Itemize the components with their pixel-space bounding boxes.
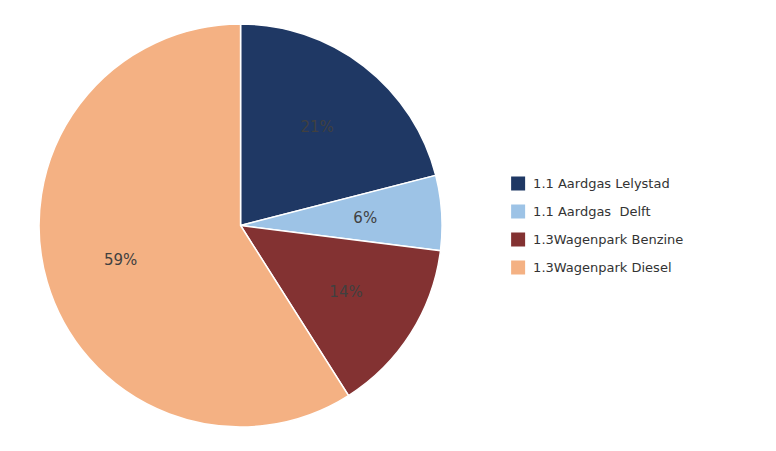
- legend-item: 1.3Wagenpark Diesel: [511, 260, 671, 275]
- legend-swatch: [511, 233, 525, 247]
- data-label: 6%: [353, 209, 377, 227]
- legend-label: 1.3Wagenpark Diesel: [533, 260, 671, 275]
- data-label: 14%: [329, 283, 362, 301]
- legend-label: 1.1 Aardgas Delft: [533, 204, 650, 219]
- legend-swatch: [511, 205, 525, 219]
- legend-label: 1.1 Aardgas Lelystad: [533, 176, 670, 191]
- legend-item: 1.1 Aardgas Delft: [511, 204, 650, 219]
- slices: [39, 24, 442, 427]
- data-labels: 21% 6% 14% 59%: [104, 118, 377, 302]
- legend-swatch: [511, 177, 525, 191]
- data-label: 21%: [300, 118, 333, 136]
- legend-label: 1.3Wagenpark Benzine: [533, 232, 683, 247]
- legend-item: 1.1 Aardgas Lelystad: [511, 176, 670, 191]
- plot-area: [39, 24, 442, 427]
- legend-item: 1.3Wagenpark Benzine: [511, 232, 683, 247]
- pie-slice: [39, 24, 348, 427]
- data-label: 59%: [104, 251, 137, 269]
- legend-swatch: [511, 261, 525, 275]
- legend: 1.1 Aardgas Lelystad 1.1 Aardgas Delft 1.3…: [511, 176, 683, 275]
- chart: 21%6%14%59%1.1 Aardgas Lelystad1.1 Aardg…: [0, 0, 776, 451]
